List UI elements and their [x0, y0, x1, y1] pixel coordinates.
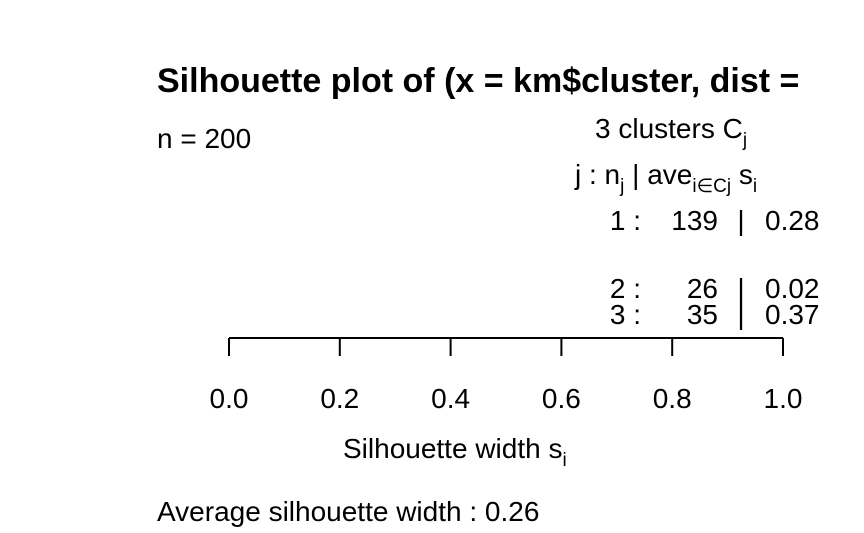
x-tick-label-2: 0.4: [431, 383, 470, 414]
chart-title: Silhouette plot of (x = km$cluster, dist…: [157, 62, 799, 100]
cluster-avg-width: 0.28: [765, 205, 820, 236]
cluster-separator: |: [737, 299, 744, 330]
x-axis-label-sub: i: [562, 450, 566, 471]
cluster-table-header: j : nj | avei∈Cj si: [574, 159, 757, 197]
clusters-header-subscript: j: [742, 130, 747, 151]
x-tick-label-0: 0.0: [210, 383, 249, 414]
cluster-row-2: 2 : 26 | 0.02: [610, 273, 820, 304]
cluster-avg-width: 0.37: [765, 299, 820, 330]
x-axis: 0.0 0.2 0.4 0.6 0.8 1.0: [210, 337, 803, 414]
cluster-size: 35: [687, 299, 718, 330]
x-axis-label-main: Silhouette width s: [343, 433, 562, 464]
clusters-header: 3 clusters Cj: [595, 113, 747, 151]
clusters-header-prefix: 3 clusters C: [595, 113, 743, 144]
sample-size-label: n = 200: [157, 123, 251, 154]
header-s: s: [731, 159, 753, 190]
cluster-avg-width: 0.02: [765, 273, 820, 304]
x-tick-label-4: 0.8: [653, 383, 692, 414]
x-tick-label-1: 0.2: [320, 383, 359, 414]
cluster-size: 26: [687, 273, 718, 304]
cluster-row-3: 3 : 35 | 0.37: [610, 299, 820, 330]
header-j: j : n: [574, 159, 620, 190]
header-j-sub: j: [619, 176, 624, 197]
cluster-size: 139: [671, 205, 718, 236]
average-silhouette-width: Average silhouette width : 0.26: [157, 496, 539, 527]
x-tick-label-5: 1.0: [764, 383, 803, 414]
x-axis-label: Silhouette width si: [343, 433, 567, 471]
header-ave-sub: i∈Cj: [692, 176, 731, 197]
cluster-separator: |: [737, 273, 744, 304]
cluster-separator: |: [737, 205, 744, 236]
x-tick-label-3: 0.6: [542, 383, 581, 414]
header-ave: | ave: [624, 159, 692, 190]
cluster-row-1: 1 : 139 | 0.28: [610, 205, 820, 236]
cluster-id: 3 :: [610, 299, 641, 330]
cluster-id: 2 :: [610, 273, 641, 304]
cluster-id: 1 :: [610, 205, 641, 236]
cluster-rows: 1 : 139 | 0.28 2 : 26 | 0.02 3 : 35 | 0.37: [610, 205, 820, 330]
header-s-sub: i: [753, 176, 757, 197]
